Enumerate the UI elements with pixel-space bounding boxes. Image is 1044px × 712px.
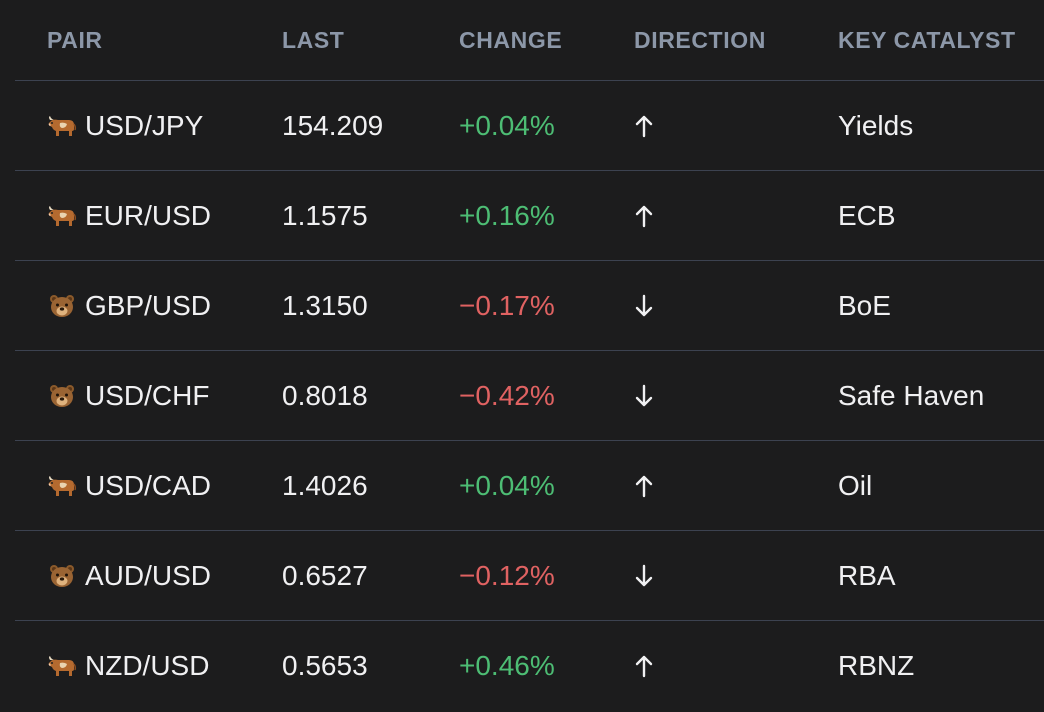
table-row[interactable]: EUR/USD 1.1575 +0.16% ECB <box>15 171 1044 261</box>
pair-label: USD/JPY <box>85 110 204 141</box>
table-header: PAIR LAST CHANGE DIRECTION KEY CATALYST <box>15 0 1044 81</box>
column-header-direction[interactable]: DIRECTION <box>634 27 766 53</box>
pair-label: AUD/USD <box>85 560 212 591</box>
pair-cell: USD/JPY <box>47 109 203 143</box>
change-percent: −0.42% <box>459 380 555 411</box>
pair-cell: EUR/USD <box>47 199 211 233</box>
last-price: 0.5653 <box>282 650 368 681</box>
last-price: 154.209 <box>282 110 384 141</box>
bear-icon <box>47 560 85 591</box>
change-percent: +0.04% <box>459 470 555 501</box>
table-row[interactable]: USD/CAD 1.4026 +0.04% Oil <box>15 441 1044 531</box>
column-header-last[interactable]: LAST <box>282 27 345 53</box>
change-percent: −0.17% <box>459 290 555 321</box>
bear-icon <box>47 290 85 321</box>
change-percent: +0.04% <box>459 110 555 141</box>
bull-icon <box>47 470 85 501</box>
down-arrow-icon <box>635 379 653 408</box>
bull-icon <box>47 110 85 141</box>
up-arrow-icon <box>635 469 653 498</box>
fx-pairs-table: PAIR LAST CHANGE DIRECTION KEY CATALYST … <box>15 0 1044 711</box>
last-price: 1.1575 <box>282 200 368 231</box>
change-percent: −0.12% <box>459 560 555 591</box>
table-row[interactable]: USD/JPY 154.209 +0.04% Yields <box>15 81 1044 171</box>
last-price: 0.8018 <box>282 380 368 411</box>
key-catalyst: Oil <box>838 470 873 501</box>
key-catalyst: Safe Haven <box>838 380 985 411</box>
key-catalyst: ECB <box>838 200 896 231</box>
pair-label: USD/CHF <box>85 380 210 411</box>
last-price: 1.4026 <box>282 470 368 501</box>
bear-icon <box>47 380 85 411</box>
key-catalyst: RBNZ <box>838 650 915 681</box>
up-arrow-icon <box>635 109 653 138</box>
pair-cell: NZD/USD <box>47 649 209 683</box>
pair-cell: USD/CAD <box>47 469 211 503</box>
table-body: USD/JPY 154.209 +0.04% Yields EUR/USD 1.1575 +… <box>15 81 1044 711</box>
bull-icon <box>47 650 85 681</box>
bull-icon <box>47 200 85 231</box>
column-header-change[interactable]: CHANGE <box>459 27 563 53</box>
key-catalyst: RBA <box>838 560 896 591</box>
pair-label: NZD/USD <box>85 650 210 681</box>
pair-cell: AUD/USD <box>47 559 211 593</box>
pair-label: GBP/USD <box>85 290 212 321</box>
table-row[interactable]: GBP/USD 1.3150 −0.17% BoE <box>15 261 1044 351</box>
table-row[interactable]: AUD/USD 0.6527 −0.12% RBA <box>15 531 1044 621</box>
table-row[interactable]: USD/CHF 0.8018 −0.42% Safe Haven <box>15 351 1044 441</box>
pair-label: EUR/USD <box>85 200 212 231</box>
change-percent: +0.46% <box>459 650 555 681</box>
pair-label: USD/CAD <box>85 470 212 501</box>
last-price: 0.6527 <box>282 560 368 591</box>
up-arrow-icon <box>635 649 653 678</box>
pair-cell: GBP/USD <box>47 289 211 323</box>
column-header-key-catalyst[interactable]: KEY CATALYST <box>838 27 1016 53</box>
down-arrow-icon <box>635 289 653 318</box>
up-arrow-icon <box>635 199 653 228</box>
change-percent: +0.16% <box>459 200 555 231</box>
table-row[interactable]: NZD/USD 0.5653 +0.46% RBNZ <box>15 621 1044 711</box>
column-header-pair[interactable]: PAIR <box>47 27 103 53</box>
down-arrow-icon <box>635 559 653 588</box>
pair-cell: USD/CHF <box>47 379 209 413</box>
key-catalyst: Yields <box>838 110 914 141</box>
key-catalyst: BoE <box>838 290 891 321</box>
last-price: 1.3150 <box>282 290 368 321</box>
